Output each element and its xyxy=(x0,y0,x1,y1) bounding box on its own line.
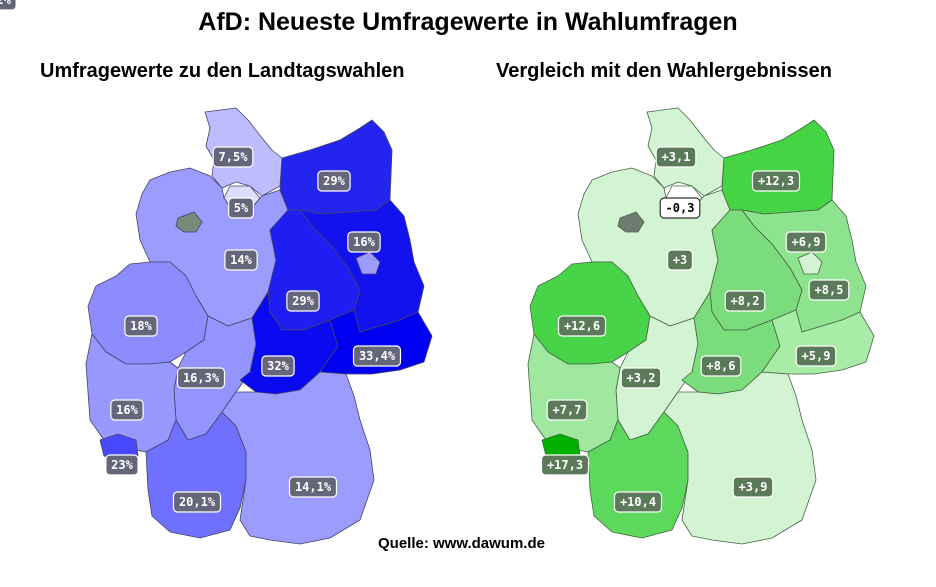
svg-text:23%: 23% xyxy=(111,458,133,472)
svg-text:16,3%: 16,3% xyxy=(183,371,220,385)
left-region-sl xyxy=(99,433,139,461)
svg-text:+3,2: +3,2 xyxy=(627,371,656,385)
left-value-he: 16,3% xyxy=(176,367,226,389)
left-region-mv xyxy=(279,119,393,215)
svg-text:+12,3: +12,3 xyxy=(758,174,794,188)
svg-text:+8,2: +8,2 xyxy=(731,294,760,308)
left-value-sh: 7,5% xyxy=(212,146,254,168)
svg-text:+6,9: +6,9 xyxy=(792,235,821,249)
svg-text:+3,1: +3,1 xyxy=(662,150,691,164)
svg-text:+12,6: +12,6 xyxy=(564,319,600,333)
left-value-nw: 18% xyxy=(124,315,158,337)
right-value-st: +8,2 xyxy=(724,290,766,312)
source-note: Quelle: www.dawum.de xyxy=(378,535,545,552)
svg-text:+8,6: +8,6 xyxy=(707,359,736,373)
svg-text:+8,5: +8,5 xyxy=(815,283,844,297)
right-value-sh: +3,1 xyxy=(655,146,697,168)
svg-text:-0,3: -0,3 xyxy=(666,201,695,215)
svg-text:16%: 16% xyxy=(353,235,375,249)
right-value-rp: +7,7 xyxy=(546,399,588,421)
svg-text:+3,9: +3,9 xyxy=(739,480,768,494)
right-value-bb: +6,9 xyxy=(785,231,827,253)
svg-text:32%: 32% xyxy=(0,0,12,7)
left-value-th: 32% xyxy=(261,355,295,377)
right-value-nw: +12,6 xyxy=(557,315,607,337)
right-value-by: +3,9 xyxy=(732,476,774,498)
left-value-bw: 20,1% xyxy=(172,491,222,513)
left-value-bb: 16% xyxy=(347,231,381,253)
svg-text:18%: 18% xyxy=(130,319,152,333)
svg-text:16%: 16% xyxy=(116,403,138,417)
svg-text:+5,9: +5,9 xyxy=(802,349,831,363)
svg-text:33,4%: 33,4% xyxy=(359,349,396,363)
svg-text:14%: 14% xyxy=(230,253,252,267)
right-map: +3,1 -0,3 +3 +12,3 +6,9 +8,2 +8,5 +12,6 +3,2 +8,6… xyxy=(527,107,875,545)
svg-text:+10,4: +10,4 xyxy=(620,495,656,509)
left-value-rp: 16% xyxy=(110,399,144,421)
left-value-st: 29% xyxy=(286,290,320,312)
left-value-hh: 5% xyxy=(228,197,255,219)
left-value-ni: 14% xyxy=(224,249,258,271)
left-map: 7,5% 5% 14% 29% 16% 32% 29% 18% 16,3% 32% 33,4% 16%… xyxy=(0,0,433,545)
right-value-hh: -0,3 xyxy=(659,197,701,219)
svg-text:+7,7: +7,7 xyxy=(553,403,582,417)
left-value-by: 14,1% xyxy=(288,476,338,498)
page-title: AfD: Neueste Umfragewerte in Wahlumfrage… xyxy=(198,8,738,36)
right-region-be xyxy=(797,251,823,275)
right-value-sl: +17,3 xyxy=(540,454,590,476)
svg-text:29%: 29% xyxy=(323,174,345,188)
left-map-subtitle: Umfragewerte zu den Landtagswahlen xyxy=(40,60,405,82)
svg-text:29%: 29% xyxy=(292,294,314,308)
left-value-mv: 29% xyxy=(317,170,351,192)
right-value-he: +3,2 xyxy=(620,367,662,389)
right-value-ni: +3 xyxy=(666,249,693,271)
left-value-be: 32% xyxy=(0,0,17,11)
left-region-by xyxy=(221,371,375,545)
right-value-sn: +5,9 xyxy=(795,345,837,367)
right-value-bw: +10,4 xyxy=(613,491,663,513)
left-value-sn: 33,4% xyxy=(352,345,402,367)
left-value-sl: 23% xyxy=(105,454,139,476)
svg-text:32%: 32% xyxy=(267,359,289,373)
svg-text:14,1%: 14,1% xyxy=(295,480,332,494)
svg-text:20,1%: 20,1% xyxy=(179,495,216,509)
svg-text:+3: +3 xyxy=(673,253,687,267)
left-region-be xyxy=(355,251,381,275)
svg-text:7,5%: 7,5% xyxy=(219,150,249,164)
right-map-subtitle: Vergleich mit den Wahlergebnissen xyxy=(496,60,833,82)
right-region-by xyxy=(663,371,817,545)
svg-text:+17,3: +17,3 xyxy=(547,458,583,472)
right-value-mv: +12,3 xyxy=(751,170,801,192)
left-region-hb xyxy=(175,211,203,233)
svg-text:5%: 5% xyxy=(234,201,249,215)
right-value-th: +8,6 xyxy=(700,355,742,377)
right-region-hb xyxy=(617,211,645,233)
right-value-bb2: +8,5 xyxy=(808,279,850,301)
right-region-mv xyxy=(721,119,835,215)
